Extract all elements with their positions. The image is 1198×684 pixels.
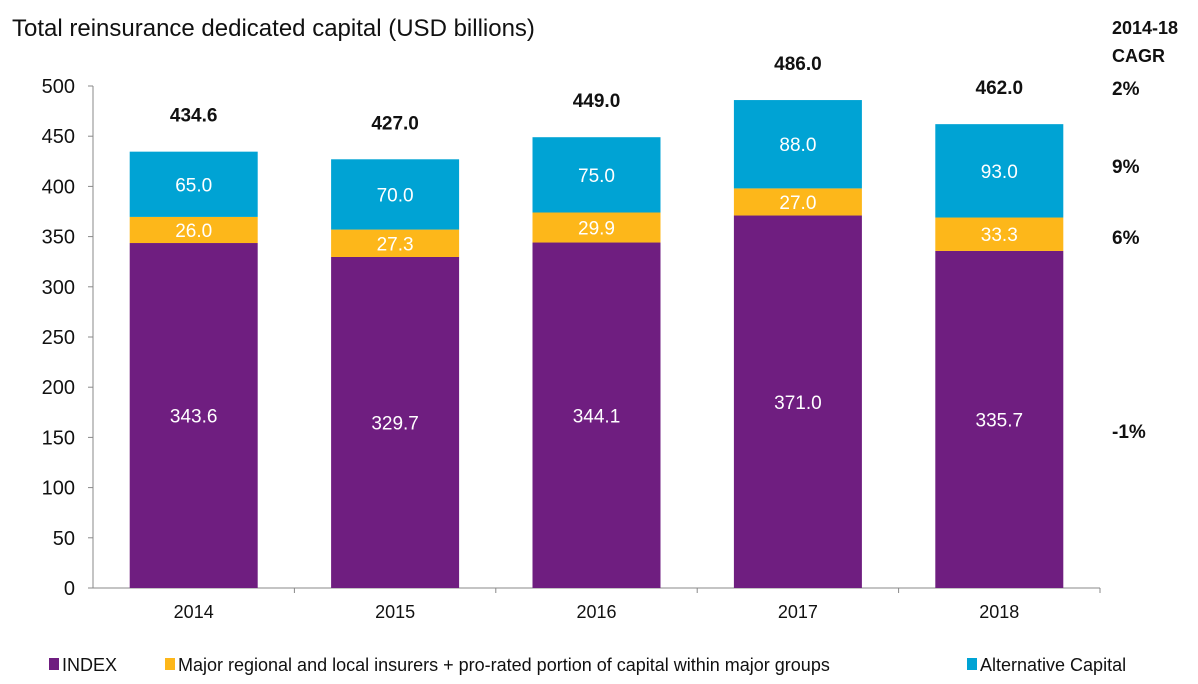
segment-data-label: 65.0 [175, 175, 212, 196]
bar-segment-index [733, 215, 862, 589]
y-tick-label: 100 [42, 478, 75, 500]
y-tick-label: 50 [53, 528, 75, 550]
y-tick-label: 450 [42, 126, 75, 148]
bar-segment-regional [733, 188, 862, 216]
bar-segment-regional [935, 217, 1064, 251]
segment-data-label: 33.3 [981, 225, 1018, 246]
y-tick-label: 500 [42, 76, 75, 98]
segment-data-label: 70.0 [377, 185, 414, 206]
cagr-label: 9% [1112, 157, 1140, 178]
chart-title: Total reinsurance dedicated capital (USD… [12, 15, 535, 42]
y-tick-label: 0 [64, 578, 75, 600]
legend-swatch [165, 658, 175, 670]
segment-data-label: 75.0 [578, 166, 615, 187]
bar-segment-alternative [532, 137, 661, 213]
segment-data-label: 88.0 [779, 135, 816, 156]
legend-label: Major regional and local insurers + pro-… [178, 655, 830, 675]
y-tick-label: 400 [42, 176, 75, 198]
legend-swatch [967, 658, 977, 670]
legend-label: Alternative Capital [980, 655, 1126, 675]
bar-segment-index [935, 250, 1064, 588]
bar-segment-alternative [733, 100, 862, 189]
bar-segment-regional [129, 216, 258, 244]
segment-data-label: 27.3 [377, 234, 414, 255]
x-tick-label: 2014 [174, 602, 214, 622]
x-tick-label: 2016 [576, 602, 616, 622]
y-tick-label: 200 [42, 377, 75, 399]
segment-data-label: 27.0 [779, 193, 816, 214]
x-tick-label: 2017 [778, 602, 818, 622]
bar-segment-alternative [935, 124, 1064, 218]
x-tick-label: 2018 [979, 602, 1019, 622]
y-tick-label: 250 [42, 327, 75, 349]
cagr-header-line1: 2014-18 [1112, 18, 1178, 38]
bar-segment-index [532, 242, 661, 588]
legend-label: INDEX [62, 655, 117, 675]
segment-data-label: 29.9 [578, 219, 615, 240]
segment-data-label: 26.0 [175, 221, 212, 242]
bar-segment-index [129, 243, 258, 588]
total-data-label: 434.6 [170, 106, 218, 127]
total-cagr-label: 2% [1112, 79, 1140, 100]
bar-segment-alternative [129, 151, 258, 217]
total-data-label: 486.0 [774, 54, 822, 75]
cagr-label: -1% [1112, 422, 1146, 443]
segment-data-label: 335.7 [976, 410, 1024, 431]
y-tick-label: 150 [42, 427, 75, 449]
segment-data-label: 343.6 [170, 407, 218, 428]
bar-segment-index [331, 256, 460, 588]
segment-data-label: 371.0 [774, 393, 822, 414]
segment-data-label: 329.7 [371, 413, 419, 434]
bar-segment-regional [532, 212, 661, 243]
y-tick-label: 300 [42, 277, 75, 299]
total-data-label: 462.0 [976, 78, 1024, 99]
bar-segment-regional [331, 229, 460, 257]
total-data-label: 427.0 [371, 113, 419, 134]
cagr-label: 6% [1112, 228, 1140, 249]
legend-swatch [49, 658, 59, 670]
cagr-header-line2: CAGR [1112, 46, 1165, 66]
segment-data-label: 344.1 [573, 406, 621, 427]
x-tick-label: 2015 [375, 602, 415, 622]
bar-segment-alternative [331, 159, 460, 230]
y-tick-label: 350 [42, 227, 75, 249]
total-data-label: 449.0 [573, 91, 621, 112]
segment-data-label: 93.0 [981, 162, 1018, 183]
